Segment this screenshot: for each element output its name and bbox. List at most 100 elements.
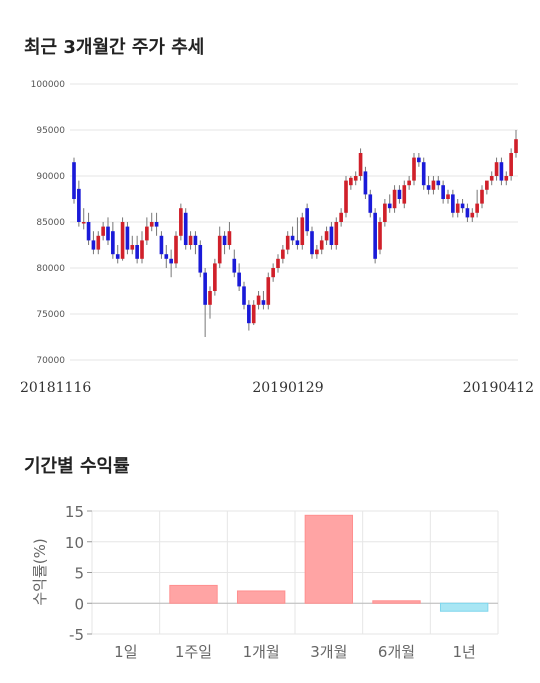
y-tick-label: 70000 — [36, 356, 65, 366]
candle-body — [475, 203, 479, 213]
x-tick-label: 3개월 — [310, 643, 347, 661]
x-tick-label: 1년 — [452, 643, 475, 661]
candle-body — [363, 171, 368, 195]
candle-body — [179, 208, 183, 236]
candle-body — [222, 235, 227, 245]
candle-body — [81, 222, 86, 224]
candle-body — [392, 189, 397, 209]
candle-body — [111, 231, 115, 255]
y-tick-label: 75000 — [36, 310, 65, 320]
candle-body — [353, 176, 358, 181]
candle-body — [203, 272, 207, 305]
candle-body — [208, 291, 212, 305]
y-tick-label: 95000 — [36, 126, 65, 136]
candle-body — [217, 235, 222, 264]
candle-body — [169, 258, 173, 264]
candle-body — [72, 162, 76, 199]
candle-body — [164, 254, 169, 259]
x-tick-label: 20190412 — [463, 380, 534, 396]
candle-body — [358, 153, 363, 176]
candle-body — [271, 268, 275, 278]
candle-body — [242, 286, 246, 305]
candle-body — [120, 222, 125, 259]
x-tick-label: 1주일 — [175, 643, 212, 661]
candle-body — [480, 189, 484, 204]
candle-body — [407, 180, 411, 186]
candle-body — [441, 185, 445, 199]
y-tick-label: 90000 — [36, 172, 65, 182]
candle-body — [499, 162, 504, 181]
candle-body — [281, 249, 285, 259]
y-tick-label: 5 — [74, 565, 84, 583]
candle-body — [198, 245, 203, 273]
candle-body — [504, 176, 509, 181]
candle-body — [383, 203, 387, 222]
candle-body — [276, 258, 280, 268]
candle-body — [451, 194, 455, 213]
y-tick-label: 0 — [74, 595, 84, 613]
y-tick-label: 85000 — [36, 218, 65, 228]
candle-body — [101, 226, 105, 236]
y-tick-label: 80000 — [36, 264, 65, 274]
candle-body — [305, 208, 309, 232]
candle-body — [256, 295, 261, 305]
x-tick-label: 20190129 — [252, 380, 323, 396]
candle-body — [329, 226, 334, 245]
candle-body — [446, 194, 450, 199]
candle-body — [290, 235, 295, 241]
candle-body — [378, 222, 382, 250]
y-tick-label: 100000 — [31, 80, 66, 90]
candle-body — [213, 263, 217, 291]
candle-body — [115, 254, 120, 259]
candle-body — [174, 235, 178, 264]
candle-body — [436, 180, 441, 186]
x-tick-label: 20181116 — [20, 380, 91, 396]
candle-body — [324, 231, 329, 241]
candle-body — [247, 304, 251, 324]
candle-body — [455, 203, 460, 213]
return-bar — [372, 600, 421, 604]
candle-body — [315, 249, 319, 255]
candle-body — [251, 304, 256, 324]
candle-body — [373, 212, 377, 259]
candle-body — [91, 240, 96, 250]
candle-body — [300, 217, 305, 245]
candle-body — [149, 222, 154, 227]
candle-body — [193, 235, 198, 245]
y-tick-label: -5 — [69, 626, 84, 644]
candle-body — [465, 208, 470, 218]
x-tick-label: 6개월 — [378, 643, 415, 661]
candle-body — [514, 139, 518, 153]
candle-body — [494, 162, 499, 176]
candle-body — [344, 180, 348, 213]
candle-body — [130, 245, 135, 250]
candle-body — [135, 245, 139, 259]
returns-chart-title: 기간별 수익률 — [24, 456, 130, 477]
candle-body — [368, 194, 373, 213]
candle-body — [310, 231, 314, 255]
candle-body — [86, 222, 91, 241]
y-tick-label: 10 — [65, 534, 84, 552]
candle-body — [227, 231, 232, 245]
candle-body — [261, 300, 266, 305]
candle-body — [460, 203, 465, 209]
candle-body — [402, 185, 407, 204]
candle-body — [188, 235, 193, 245]
candle-body — [285, 235, 290, 250]
candle-body — [426, 185, 431, 190]
candle-body — [295, 240, 300, 245]
candle-body — [154, 222, 159, 227]
candle-body — [421, 162, 426, 186]
x-tick-label: 1개월 — [243, 643, 280, 661]
candlestick-chart: 70000 75000 80000 85000 90000 95000 100000 2018… — [20, 80, 534, 396]
candle-body — [125, 226, 130, 250]
candle-body — [431, 180, 436, 190]
y-tick-label: 15 — [65, 503, 84, 521]
candle-body — [319, 240, 324, 250]
return-bar — [304, 514, 354, 604]
candle-body — [237, 272, 241, 287]
candle-body — [397, 189, 402, 199]
return-bar — [439, 602, 489, 612]
candle-body — [77, 188, 81, 222]
return-bar — [169, 584, 218, 604]
